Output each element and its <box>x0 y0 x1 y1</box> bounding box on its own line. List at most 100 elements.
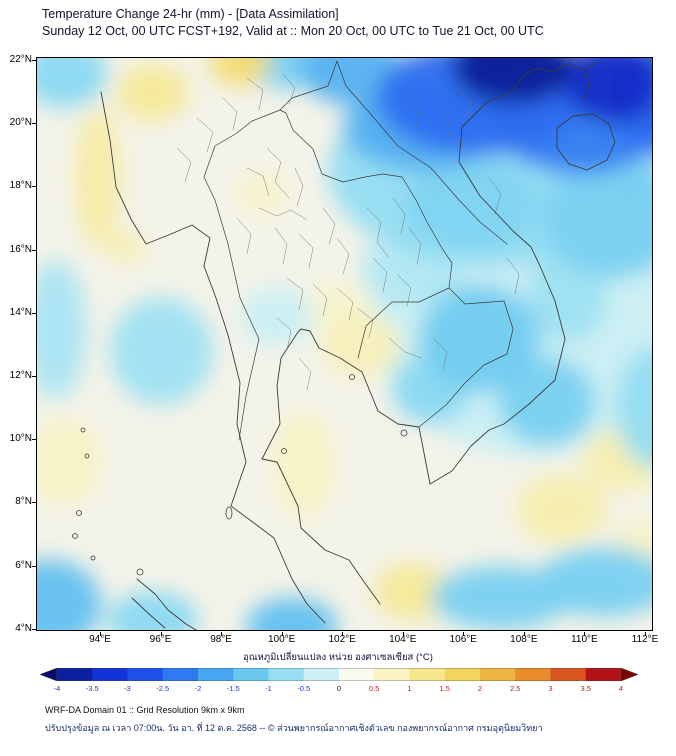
lon-tick-mark <box>160 632 162 636</box>
colorbar-tick-label: -3.5 <box>85 684 99 693</box>
anomaly-blob <box>431 566 571 630</box>
anomaly-blob <box>106 591 198 630</box>
colorbar-outline <box>56 668 622 681</box>
colorbar-tick-label: -0.5 <box>297 684 311 693</box>
colorbar-tick-label: -1 <box>265 684 272 693</box>
colorbar-tick-label: -2 <box>194 684 202 693</box>
footer-domain-info: WRF-DA Domain 01 :: Grid Resolution 9km … <box>45 705 245 715</box>
colorbar-arrow <box>620 668 638 681</box>
colorbar <box>40 668 638 681</box>
colorbar-tick-label: 0 <box>336 684 342 693</box>
lat-tick-label: 14°N <box>9 306 32 318</box>
colorbar-tick-label: 1 <box>407 684 412 693</box>
anomaly-blob <box>403 158 538 254</box>
colorbar-arrow <box>40 668 58 681</box>
lat-tick-label: 4°N <box>15 622 32 634</box>
anomaly-blob <box>37 559 101 630</box>
lon-tick-mark <box>281 632 283 636</box>
colorbar-segment <box>515 668 551 681</box>
sumatra-coastline <box>131 578 197 630</box>
temperature-field <box>37 58 652 630</box>
lat-tick-label: 10°N <box>9 433 32 445</box>
lon-tick-mark <box>584 632 586 636</box>
geography-layer <box>72 60 616 630</box>
anomaly-blob <box>537 547 652 617</box>
island-icon <box>76 510 82 516</box>
lon-tick-label: 98°E <box>210 634 232 645</box>
colorbar-label: อุณหภูมิเปลี่ยนแปลง หน่วย องศาเซลเซียส (… <box>243 652 433 663</box>
island-icon <box>281 448 287 454</box>
lon-tick-mark <box>342 632 344 636</box>
colorbar-segment <box>162 668 199 681</box>
island-icon <box>72 533 78 539</box>
small-islands <box>72 374 408 576</box>
lat-tick-mark <box>32 312 36 314</box>
colorbar-tick-label: 3.5 <box>580 684 591 693</box>
island-icon <box>225 506 233 520</box>
lat-tick-label: 18°N <box>9 180 32 192</box>
map-canvas <box>37 58 652 630</box>
island-icon <box>84 453 90 459</box>
lat-tick-label: 16°N <box>9 243 32 255</box>
colorbar-segment <box>480 668 516 681</box>
anomaly-blob <box>75 107 121 247</box>
lat-tick-label: 6°N <box>15 559 32 571</box>
lon-tick-mark <box>523 632 525 636</box>
map-frame <box>36 57 653 631</box>
lon-tick-label: 102°E <box>328 634 356 645</box>
anomaly-blob <box>246 597 338 630</box>
colorbar-segment <box>233 668 269 681</box>
lon-tick-mark <box>463 632 465 636</box>
chart-title: Temperature Change 24-hr (mm) - [Data As… <box>42 7 339 21</box>
colorbar-tick-label: 0.5 <box>369 684 380 693</box>
lat-tick-mark <box>32 186 36 188</box>
anomaly-blob <box>37 259 86 399</box>
colorbar-tick-label: 1.5 <box>439 684 450 693</box>
anomaly-blob <box>419 284 541 393</box>
island-icon <box>80 427 86 433</box>
lat-tick-mark <box>32 376 36 377</box>
colorbar-segment <box>198 668 234 681</box>
lon-tick-label: 106°E <box>449 634 477 645</box>
coastline-china <box>524 61 598 103</box>
lat-tick-mark <box>32 439 36 441</box>
colorbar-segment <box>303 668 340 681</box>
province-borders <box>176 73 520 391</box>
anomaly-blob <box>240 288 314 345</box>
lat-tick-mark <box>32 628 36 630</box>
anomaly-blob <box>210 58 271 86</box>
anomaly-blob <box>516 474 607 544</box>
island-icon <box>90 555 96 561</box>
colorbar-segment <box>550 668 587 681</box>
lon-tick-label: 110°E <box>571 634 598 645</box>
lon-tick-mark <box>100 632 101 636</box>
lon-tick-label: 94°E <box>89 634 111 645</box>
colorbar-tick-label: 4 <box>618 684 624 693</box>
island-icon <box>400 429 408 437</box>
colorbar-tick-label: 2 <box>477 684 483 693</box>
anomaly-blob <box>37 417 101 506</box>
anomaly-blob <box>616 348 652 468</box>
colorbar-segment <box>57 668 93 681</box>
footer-update-info: ปรับปรุงข้อมูล ณ เวลา 07:00น. วัน อา. ที… <box>45 723 543 733</box>
colorbar-segment <box>585 668 622 681</box>
colorbar-segment <box>339 668 375 681</box>
colorbar-tick-label: -4 <box>53 684 61 693</box>
lat-tick-label: 12°N <box>9 370 32 381</box>
anomaly-blob <box>107 231 144 263</box>
coastline-west <box>100 91 326 624</box>
anomaly-blob <box>37 58 107 108</box>
colorbar-tick-label: 2.5 <box>510 684 521 693</box>
anomaly-blob <box>543 158 652 279</box>
lon-tick-mark <box>644 632 646 636</box>
lat-tick-mark <box>32 502 36 504</box>
lon-tick-mark <box>402 632 404 636</box>
anomaly-blob <box>234 171 289 216</box>
lon-tick-label: 96°E <box>149 634 172 645</box>
lat-tick-label: 20°N <box>9 117 32 129</box>
lat-tick-label: 8°N <box>15 496 32 508</box>
anomaly-blob <box>116 63 189 121</box>
colorbar-segment <box>127 668 164 681</box>
country-borders <box>203 60 514 441</box>
